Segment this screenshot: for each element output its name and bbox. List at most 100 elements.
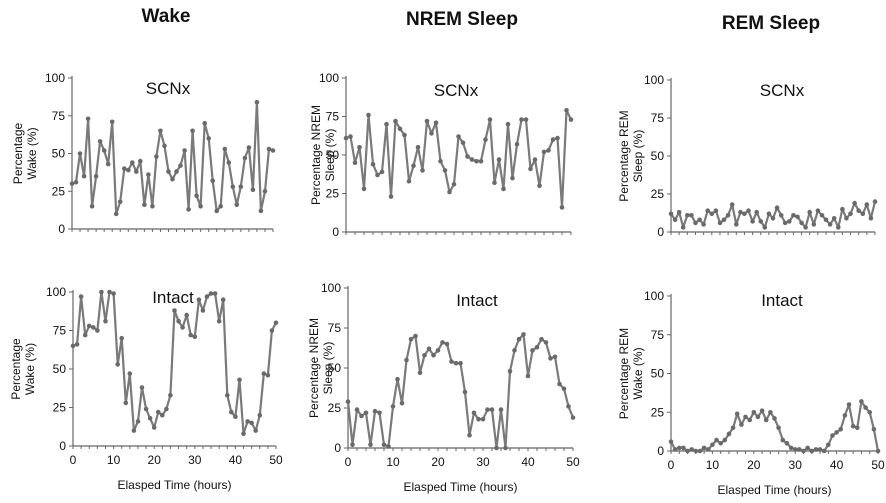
data-point — [158, 128, 163, 134]
data-point — [763, 417, 769, 423]
data-point — [805, 445, 810, 451]
data-point — [204, 294, 210, 299]
y-axis-label: Percentage REM — [617, 110, 631, 201]
data-point — [370, 161, 376, 167]
y-tick-label: 50 — [651, 367, 665, 381]
panel-wake-intact: 0 25 50 75 100 0 10 20 30 40 50 Elasped Time (hours… — [9, 285, 283, 492]
data-point — [811, 222, 817, 227]
data-point — [685, 448, 690, 454]
data-point — [795, 214, 800, 220]
data-point — [721, 217, 727, 223]
data-point — [202, 121, 207, 126]
data-point — [768, 410, 773, 415]
data-point — [701, 445, 707, 451]
data-point — [570, 415, 576, 420]
data-point — [859, 399, 864, 404]
y-axis-label: Percentage — [11, 122, 25, 184]
x-tick-label: 10 — [386, 455, 400, 469]
data-point — [751, 410, 757, 415]
data-point — [420, 168, 425, 173]
data-point — [174, 169, 179, 174]
x-tick-label: 40 — [229, 453, 243, 467]
data-point — [875, 448, 881, 454]
data-point — [131, 428, 137, 433]
data-point — [453, 360, 459, 366]
x-tick-label: 10 — [107, 453, 121, 467]
y-tick-label: 0 — [59, 439, 66, 453]
data-point — [868, 216, 874, 221]
data-point — [480, 416, 486, 422]
data-point — [107, 289, 112, 295]
data-point — [82, 332, 88, 338]
data-point — [393, 118, 398, 124]
data-point — [734, 411, 740, 417]
data-point — [717, 220, 723, 226]
data-point — [417, 370, 423, 376]
x-tick-label: 50 — [269, 453, 283, 467]
data-point — [722, 437, 728, 443]
data-point — [424, 118, 430, 124]
x-axis-label: Elasped Time (hours) — [717, 483, 831, 497]
data-point — [406, 178, 412, 184]
data-point — [386, 444, 391, 449]
data-point — [834, 430, 839, 435]
panel-rem-intact: 0 25 50 75 100 0 10 20 30 40 50 Elasped Time (hours… — [617, 289, 885, 497]
x-tick-label: 40 — [521, 455, 535, 469]
data-point — [208, 291, 214, 296]
data-point — [101, 148, 107, 153]
data-point — [162, 143, 167, 149]
data-point — [139, 385, 145, 390]
data-point — [105, 161, 111, 167]
data-point — [774, 205, 780, 210]
data-point — [444, 341, 450, 347]
data-point — [718, 441, 723, 446]
column-title-wake: Wake — [142, 6, 191, 27]
data-point — [689, 213, 694, 218]
data-point — [772, 416, 777, 421]
x-tick-label: 0 — [345, 455, 352, 469]
x-tick-label: 30 — [188, 453, 202, 467]
data-point — [257, 412, 263, 418]
data-point — [218, 204, 223, 209]
data-point — [676, 209, 682, 215]
data-point — [381, 442, 387, 448]
series-line — [346, 333, 575, 450]
data-point — [791, 213, 796, 218]
y-tick-label: 25 — [328, 401, 342, 415]
data-point — [384, 121, 389, 127]
data-point — [823, 217, 829, 223]
data-point — [433, 120, 439, 125]
y-axis-label: Wake (%) — [25, 127, 39, 179]
data-point — [388, 194, 394, 199]
data-point — [792, 447, 798, 452]
y-tick-label: 100 — [319, 71, 339, 85]
data-point — [77, 151, 83, 156]
data-point — [819, 213, 825, 218]
data-point — [229, 409, 234, 415]
data-point — [532, 157, 538, 162]
data-point — [352, 160, 358, 165]
x-tick-label: 0 — [70, 453, 77, 467]
data-point — [74, 342, 80, 347]
x-axis-label: Elasped Time (hours) — [403, 480, 517, 494]
data-point — [143, 406, 149, 412]
data-point — [780, 437, 786, 443]
data-point — [566, 404, 571, 409]
y-axis-label: Sleep (%) — [631, 130, 645, 183]
data-point — [242, 155, 248, 161]
data-point — [422, 352, 427, 358]
data-point — [135, 419, 141, 424]
data-point — [138, 158, 143, 164]
data-point — [672, 217, 678, 223]
data-point — [150, 204, 155, 209]
data-point — [429, 131, 434, 136]
data-point — [91, 325, 96, 330]
data-point — [186, 207, 191, 212]
y-axis-label: Sleep (%) — [323, 129, 337, 182]
x-tick-label: 20 — [431, 455, 445, 469]
data-point — [85, 116, 91, 122]
data-point — [216, 319, 222, 324]
data-point — [451, 182, 457, 187]
panel-label: SCNx — [760, 81, 805, 100]
data-point — [126, 167, 131, 173]
